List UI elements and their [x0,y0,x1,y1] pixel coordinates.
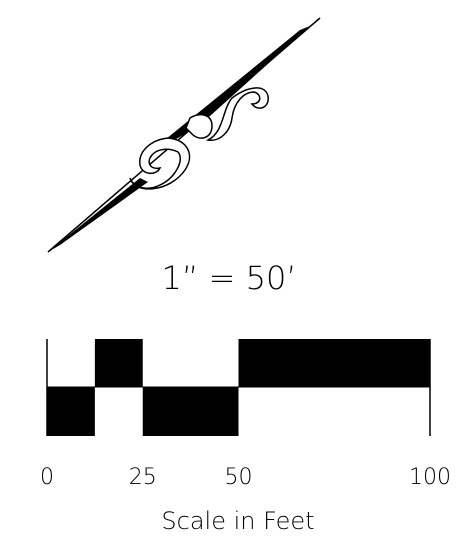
scale-tick-label: 50 [225,465,253,490]
north-arrow [47,17,321,253]
scale-block [238,339,430,387]
scale-ratio: 1” = 50’ [162,259,297,297]
scale-tick-label: 25 [129,465,157,490]
scale-bar: 0 25 50 100 [40,339,451,490]
scale-block [47,387,95,436]
scale-block [94,339,143,387]
scale-tick-label: 0 [40,465,54,490]
scale-tick-label: 100 [409,465,451,490]
scale-block [142,387,239,436]
scale-label: Scale in Feet [161,507,314,535]
